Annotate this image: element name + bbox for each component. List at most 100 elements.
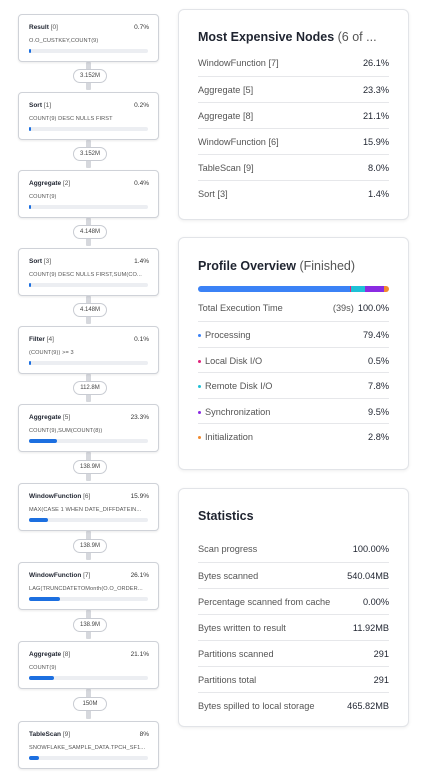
expensive-node-row-value: 23.3%	[362, 85, 389, 95]
expensive-node-row: Aggregate [5] 23.3%	[198, 76, 389, 103]
profile-category-row-value: 9.5%	[368, 406, 389, 417]
expensive-node-row: WindowFunction [6] 15.9%	[198, 128, 389, 155]
expensive-node-row: Aggregate [8] 21.1%	[198, 102, 389, 129]
operator-cost-bar	[29, 49, 148, 53]
legend-dot	[198, 436, 201, 440]
operator-id: [3]	[43, 258, 52, 265]
edge-row-count: 3.152M	[73, 69, 107, 83]
operator-detail: COUNT(9)	[29, 194, 57, 200]
operator-percent: 23.3%	[130, 414, 149, 421]
operator-type: Aggregate	[29, 651, 62, 658]
edge-row-count: 4.148M	[73, 303, 107, 317]
profile-category-row-label: Local Disk I/O	[198, 348, 262, 374]
operator-node[interactable]: WindowFunction [7] 26.1% LAG(TRUNCDATETOMo…	[18, 562, 159, 610]
execution-breakdown-bar	[198, 286, 389, 292]
statistic-row-value: 11.92MB	[352, 623, 389, 633]
operator-type: Sort	[29, 258, 42, 265]
statistic-row-value: 291	[373, 675, 389, 685]
expensive-node-row-label: Aggregate [8]	[198, 103, 253, 129]
operator-percent: 0.1%	[134, 336, 149, 343]
statistic-row: Partitions scanned 291	[198, 640, 389, 667]
operator-name: Result [0]	[29, 24, 58, 31]
operator-detail: COUNT(9) DESC NULLS FIRST,SUM(CO...	[29, 272, 142, 278]
operator-name: WindowFunction [7]	[29, 572, 90, 579]
expensive-node-row-value: 26.1%	[362, 58, 389, 68]
operator-node[interactable]: TableScan [9] 8% SNOWFLAKE_SAMPLE_DATA.TPC…	[18, 721, 159, 769]
operator-cost-fill	[29, 676, 55, 680]
expensive-node-row: TableScan [9] 8.0%	[198, 154, 389, 181]
profile-category-row-value: 2.8%	[368, 432, 389, 442]
profile-category-row: Remote Disk I/O 7.8%	[198, 372, 389, 399]
edge-row-count: 138.9M	[73, 459, 107, 474]
operator-detail: COUNT(9)	[29, 665, 57, 671]
total-execution-time-value: (39s) 100.0%	[333, 295, 389, 321]
operator-detail: LAG(TRUNCDATETOMonth(O.O_ORDER...	[29, 586, 143, 592]
operator-cost-fill	[29, 439, 57, 443]
operator-id: [8]	[62, 651, 71, 658]
operator-node[interactable]: WindowFunction [6] 15.9% MAX(CASE 1 WHEN D…	[18, 483, 159, 531]
statistic-row-label: Percentage scanned from cache	[198, 589, 330, 615]
operator-id: [1]	[43, 102, 52, 109]
execution-segment	[383, 286, 389, 292]
operator-node[interactable]: Filter [4] 0.1% (COUNT(9)) >= 3	[18, 326, 159, 374]
operator-type: TableScan	[29, 731, 62, 738]
statistic-row-text: Scan progress	[198, 544, 258, 554]
profile-category-row-text: Synchronization	[205, 406, 271, 417]
operator-name: TableScan [9]	[29, 731, 70, 738]
expensive-node-row-label: WindowFunction [7]	[198, 50, 279, 76]
operator-node[interactable]: Result [0] 0.7% O.O_CUSTKEY,COUNT(9)	[18, 14, 159, 62]
legend-dot	[198, 359, 201, 363]
total-execution-time-percent: 100.0%	[357, 303, 389, 313]
expensive-node-row-value: 1.4%	[368, 189, 389, 199]
operator-id: [5]	[62, 414, 71, 421]
expensive-node-row-text: WindowFunction [7]	[198, 58, 279, 68]
operator-cost-bar	[29, 439, 148, 443]
operator-type: WindowFunction	[29, 572, 82, 579]
most-expensive-nodes-card: Most Expensive Nodes (6 of ... WindowFun…	[178, 9, 409, 220]
expensive-node-row-text: TableScan [9]	[198, 163, 254, 173]
statistic-row: Bytes written to result 11.92MB	[198, 614, 389, 641]
statistic-row: Partitions total 291	[198, 666, 389, 693]
edge-row-count: 4.148M	[73, 225, 107, 239]
edge-row-count: 3.152M	[73, 147, 107, 161]
operator-name: Sort [3]	[29, 258, 51, 265]
operator-cost-fill	[29, 49, 31, 53]
operator-node[interactable]: Aggregate [8] 21.1% COUNT(9)	[18, 641, 159, 689]
execution-segment	[350, 286, 366, 292]
statistic-row-value: 291	[373, 649, 389, 659]
statistic-row-text: Partitions total	[198, 675, 257, 685]
profile-category-row-label: Synchronization	[198, 399, 270, 425]
operator-percent: 0.4%	[134, 180, 149, 187]
operator-cost-fill	[29, 518, 48, 522]
operator-type: Result	[29, 24, 49, 31]
profile-category-row: Processing 79.4%	[198, 321, 389, 348]
profile-category-row-label: Remote Disk I/O	[198, 373, 272, 399]
expensive-node-row: WindowFunction [7] 26.1%	[198, 50, 389, 76]
profile-category-row-text: Initialization	[205, 432, 254, 442]
operator-node[interactable]: Sort [3] 1.4% COUNT(9) DESC NULLS FIRST,SU…	[18, 248, 159, 296]
operator-type: Aggregate	[29, 180, 62, 187]
operator-name: Filter [4]	[29, 336, 54, 343]
operator-cost-fill	[29, 756, 39, 760]
profile-category-row-text: Local Disk I/O	[205, 355, 263, 366]
most-expensive-nodes-count: (6 of ...	[337, 30, 377, 44]
operator-id: [7]	[83, 572, 91, 579]
statistic-row-text: Partitions scanned	[198, 649, 274, 659]
statistic-row: Scan progress 100.00%	[198, 536, 389, 562]
profile-category-row-value: 7.8%	[368, 381, 389, 391]
profile-category-row: Initialization 2.8%	[198, 423, 389, 450]
statistic-row-label: Partitions total	[198, 667, 256, 693]
expensive-node-row-value: 8.0%	[368, 163, 389, 173]
statistic-row-value: 540.04MB	[347, 571, 389, 581]
total-execution-time-label: Total Execution Time	[198, 303, 283, 313]
profile-category-row-value: 79.4%	[362, 330, 389, 340]
profile-category-row-value: 0.5%	[368, 355, 389, 366]
operator-node[interactable]: Aggregate [2] 0.4% COUNT(9)	[18, 170, 159, 218]
operator-detail: O.O_CUSTKEY,COUNT(9)	[29, 38, 99, 44]
operator-detail: COUNT(9),SUM(COUNT(8))	[29, 428, 103, 434]
edge-row-count: 150M	[73, 697, 107, 711]
operator-type: Sort	[29, 102, 42, 109]
statistics-card: Statistics Scan progress 100.00% Bytes sca…	[178, 488, 409, 727]
operator-node[interactable]: Sort [1] 0.2% COUNT(9) DESC NULLS FIRST	[18, 92, 159, 140]
operator-node[interactable]: Aggregate [5] 23.3% COUNT(9),SUM(COUNT(8))	[18, 404, 159, 452]
